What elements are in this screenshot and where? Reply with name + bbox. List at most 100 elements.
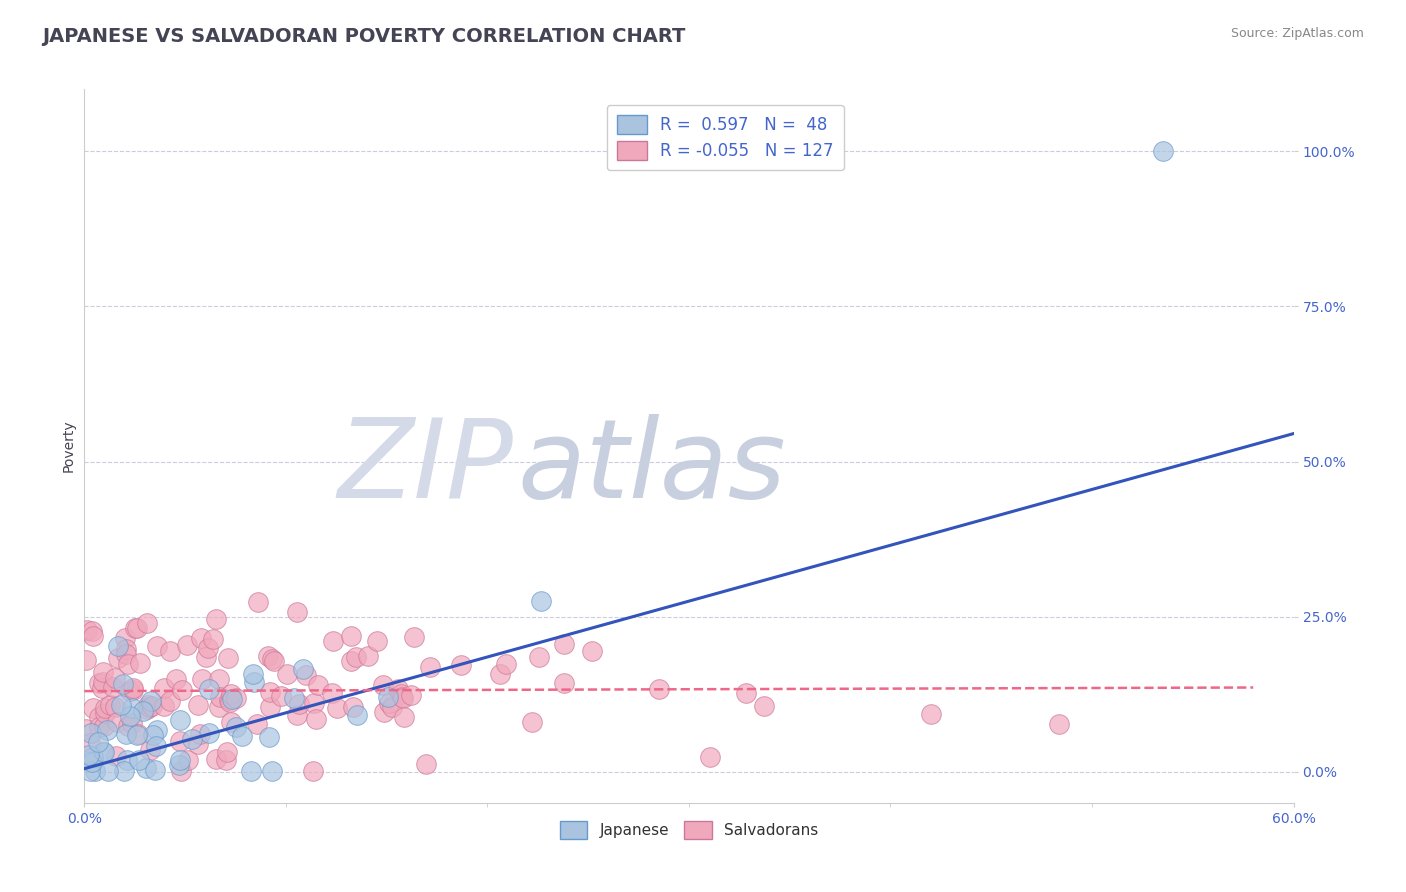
Point xyxy=(283,690,305,705)
Point xyxy=(136,702,159,716)
Y-axis label: Poverty: Poverty xyxy=(62,420,76,472)
Point xyxy=(169,713,191,727)
Point xyxy=(80,725,103,739)
Point xyxy=(118,684,141,698)
Point xyxy=(138,699,160,714)
Point xyxy=(295,667,318,681)
Point xyxy=(146,639,169,653)
Point xyxy=(91,665,114,679)
Point xyxy=(93,706,115,720)
Point xyxy=(304,712,326,726)
Point xyxy=(115,727,138,741)
Point xyxy=(139,693,162,707)
Point xyxy=(648,681,671,696)
Point xyxy=(145,739,167,753)
Point xyxy=(117,657,139,672)
Text: Source: ZipAtlas.com: Source: ZipAtlas.com xyxy=(1230,27,1364,40)
Point xyxy=(165,672,187,686)
Point xyxy=(197,641,219,656)
Point xyxy=(115,648,138,662)
Point xyxy=(75,723,97,737)
Point xyxy=(76,623,98,637)
Point xyxy=(84,764,107,779)
Text: ZIP: ZIP xyxy=(337,414,513,521)
Point xyxy=(339,629,361,643)
Point xyxy=(208,672,231,686)
Point xyxy=(107,651,129,665)
Point xyxy=(377,690,399,705)
Point xyxy=(201,632,224,646)
Point xyxy=(402,630,425,644)
Point xyxy=(118,708,141,723)
Point xyxy=(94,701,117,715)
Point xyxy=(326,701,349,715)
Point xyxy=(75,653,97,667)
Point xyxy=(344,650,367,665)
Point xyxy=(495,657,517,671)
Point xyxy=(187,737,209,751)
Point xyxy=(553,637,575,651)
Point xyxy=(197,726,219,740)
Point xyxy=(239,764,262,779)
Point xyxy=(87,735,110,749)
Point xyxy=(215,753,238,767)
Point xyxy=(115,753,138,767)
Point xyxy=(79,764,101,779)
Point xyxy=(699,749,721,764)
Point xyxy=(259,685,281,699)
Point xyxy=(101,681,124,695)
Point xyxy=(225,720,247,734)
Point xyxy=(215,745,238,759)
Point xyxy=(346,708,368,723)
Point xyxy=(105,714,128,729)
Point xyxy=(190,632,212,646)
Point xyxy=(371,678,394,692)
Point xyxy=(322,634,344,648)
Point xyxy=(79,736,101,750)
Point xyxy=(205,612,228,626)
Point xyxy=(135,762,157,776)
Point xyxy=(114,641,136,656)
Point xyxy=(93,719,115,733)
Text: JAPANESE VS SALVADORAN POVERTY CORRELATION CHART: JAPANESE VS SALVADORAN POVERTY CORRELATI… xyxy=(42,27,686,45)
Point xyxy=(188,727,211,741)
Point xyxy=(110,698,132,713)
Point xyxy=(91,746,114,760)
Point xyxy=(104,671,127,685)
Point xyxy=(98,698,121,713)
Point xyxy=(82,750,104,764)
Point xyxy=(357,649,380,664)
Point xyxy=(257,648,280,663)
Point xyxy=(129,656,152,670)
Point xyxy=(132,704,155,718)
Point xyxy=(111,677,134,691)
Point xyxy=(159,694,181,708)
Point xyxy=(82,756,104,770)
Point xyxy=(169,753,191,767)
Point xyxy=(117,719,139,733)
Point xyxy=(259,700,281,714)
Point xyxy=(139,743,162,757)
Point xyxy=(122,682,145,697)
Point xyxy=(340,654,363,668)
Point xyxy=(553,676,575,690)
Point xyxy=(208,700,231,714)
Point xyxy=(143,763,166,777)
Point xyxy=(1152,145,1174,159)
Point xyxy=(87,676,110,690)
Point xyxy=(754,699,776,714)
Point xyxy=(287,708,309,723)
Point xyxy=(366,633,388,648)
Point xyxy=(285,605,308,619)
Point xyxy=(301,764,323,779)
Point xyxy=(153,681,176,695)
Point xyxy=(153,698,176,713)
Point xyxy=(218,693,240,707)
Point xyxy=(187,698,209,712)
Point xyxy=(378,696,401,710)
Point xyxy=(142,728,165,742)
Point xyxy=(219,695,242,709)
Point xyxy=(581,644,603,658)
Point xyxy=(342,699,364,714)
Point xyxy=(391,691,413,706)
